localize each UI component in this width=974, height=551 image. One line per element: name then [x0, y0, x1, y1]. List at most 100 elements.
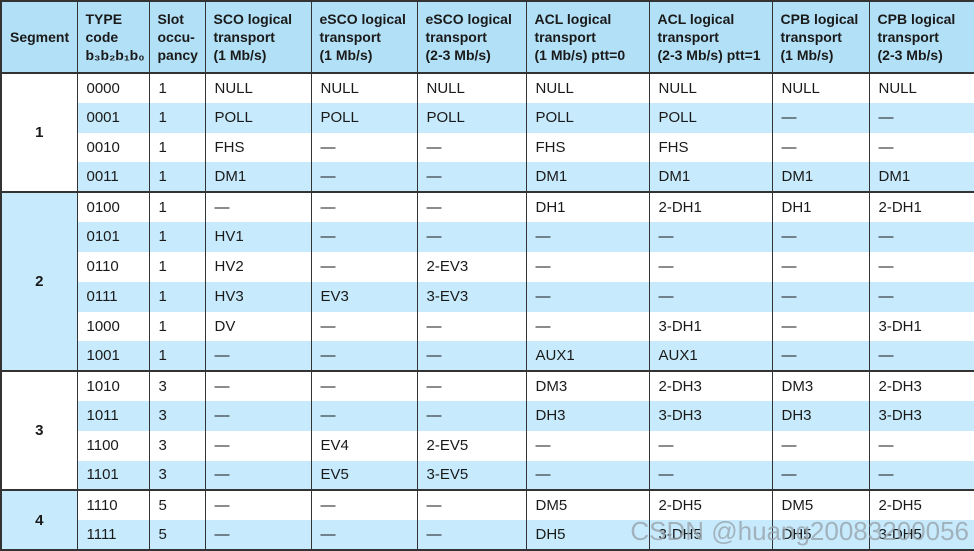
cell: POLL: [416, 102, 526, 133]
table-row: 2 0100 1— — — DH1 2-DH1 DH1 2-DH1: [0, 192, 974, 373]
cell: 0101: [76, 222, 149, 252]
cell: —: [868, 132, 974, 163]
cell: POLL: [310, 102, 417, 133]
cell: DH3: [525, 400, 649, 431]
column-header: TYPE code b₃b₂b₁b₀: [76, 1, 149, 74]
cell: —: [310, 222, 417, 252]
cell: 5: [148, 490, 205, 521]
cell: 0010: [76, 132, 149, 163]
cell: 0100: [76, 192, 149, 223]
cell: —: [310, 490, 417, 521]
cell: —: [416, 520, 526, 551]
cell: POLL: [204, 102, 311, 133]
cell: FHS: [525, 132, 649, 163]
cell: —: [416, 162, 526, 194]
cell: 3-DH3: [868, 400, 974, 431]
cell: 1111: [76, 520, 149, 551]
cell: 1101: [76, 460, 149, 492]
cell: DM3: [771, 371, 869, 401]
cell: 1: [148, 73, 205, 103]
cell: 1000: [76, 311, 149, 342]
cell: HV3: [204, 281, 311, 312]
cell: —: [771, 341, 869, 373]
cell: —: [416, 490, 526, 521]
cell: —: [771, 460, 869, 492]
column-header: CPB logical transport (2-3 Mb/s): [868, 1, 974, 74]
cell: —: [416, 341, 526, 373]
cell: DM1: [868, 162, 974, 194]
cell: 3-EV5: [416, 460, 526, 492]
cell: DH5: [525, 520, 649, 551]
cell: —: [525, 222, 649, 252]
cell: NULL: [648, 73, 772, 103]
cell: —: [868, 281, 974, 312]
cell: 1: [148, 341, 205, 373]
segment-cell: 3: [0, 371, 77, 492]
cell: AUX1: [525, 341, 649, 373]
cell: —: [310, 162, 417, 194]
cell: —: [416, 222, 526, 252]
column-header: Slot occu- pancy: [148, 1, 205, 74]
cell: 1: [148, 132, 205, 163]
cell: 2-EV3: [416, 251, 526, 282]
cell: —: [648, 460, 772, 492]
column-header: Segment: [0, 1, 77, 74]
cell: 0110: [76, 251, 149, 282]
cell: —: [771, 281, 869, 312]
cell: 2-DH3: [648, 371, 772, 401]
cell: —: [310, 251, 417, 282]
cell: —: [868, 430, 974, 461]
cell: 0111: [76, 281, 149, 312]
cell: DH1: [771, 192, 869, 223]
cell: FHS: [648, 132, 772, 163]
cell: —: [416, 132, 526, 163]
cell: POLL: [648, 102, 772, 133]
cell: 3-DH5: [648, 520, 772, 551]
cell: DM3: [525, 371, 649, 401]
table-row: 1011 3— — — DH3 3-DH3 DH3 3-DH3: [1, 400, 974, 431]
cell: —: [204, 430, 311, 461]
cell: —: [416, 400, 526, 431]
cell: —: [310, 371, 417, 401]
table-row: 1001 1— — — AUX1 AUX1— —: [1, 341, 974, 373]
cell: —: [310, 341, 417, 373]
cell: —: [525, 460, 649, 492]
cell: —: [310, 400, 417, 431]
column-header: ACL logical transport (1 Mb/s) ptt=0: [525, 1, 649, 74]
cell: 2-EV5: [416, 430, 526, 461]
column-header: ACL logical transport (2-3 Mb/s) ptt=1: [648, 1, 772, 74]
table-row: 1101 3— EV5 3-EV5— — — —: [1, 460, 974, 492]
cell: —: [525, 251, 649, 282]
cell: DV: [204, 311, 311, 342]
cell: —: [204, 490, 311, 521]
cell: —: [416, 192, 526, 223]
table-row: 1000 1 DV — — —3-DH1—3-DH1: [1, 311, 974, 342]
cell: —: [310, 520, 417, 551]
cell: HV2: [204, 251, 311, 282]
cell: —: [771, 222, 869, 252]
cell: —: [868, 251, 974, 282]
cell: —: [204, 192, 311, 223]
cell: EV5: [310, 460, 417, 492]
cell: —: [204, 520, 311, 551]
cell: 3: [148, 371, 205, 401]
table-row: 0101 1 HV1— — — — — —: [1, 222, 974, 252]
cell: —: [525, 430, 649, 461]
cell: 3-DH1: [868, 311, 974, 342]
column-header: SCO logical transport (1 Mb/s): [204, 1, 311, 74]
column-header: eSCO logical transport (1 Mb/s): [310, 1, 417, 74]
table-row: 4 1110 5— — — DM5 2-DH5 DM5 2-DH5: [0, 490, 974, 551]
header-row: Segment TYPE code b₃b₂b₁b₀ Slot occu- panc…: [0, 1, 974, 74]
cell: 1011: [76, 400, 149, 431]
cell: 1: [148, 162, 205, 194]
cell: NULL: [310, 73, 417, 103]
table-row: 0111 1 HV3 EV3 3-EV3— — — —: [1, 281, 974, 312]
column-header: eSCO logical transport (2-3 Mb/s): [416, 1, 526, 74]
cell: —: [771, 102, 869, 133]
cell: 3: [148, 400, 205, 431]
cell: 0001: [76, 102, 149, 133]
cell: EV4: [310, 430, 417, 461]
cell: —: [310, 132, 417, 163]
cell: 1: [148, 281, 205, 312]
